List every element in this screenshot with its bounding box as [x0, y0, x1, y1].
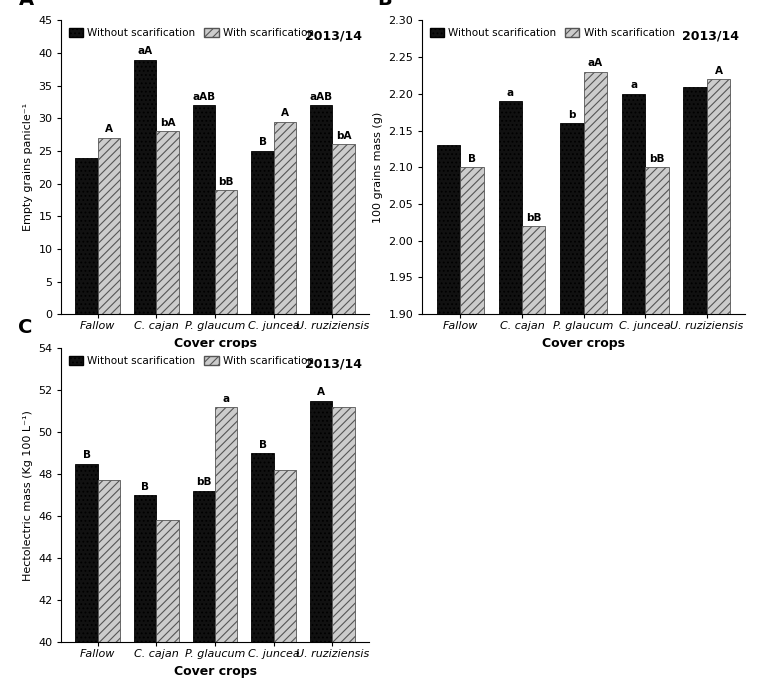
Text: B: B — [377, 0, 392, 9]
Text: A: A — [281, 108, 289, 118]
Bar — [584, 72, 607, 683]
Text: 2013/14: 2013/14 — [306, 29, 362, 42]
Bar — [333, 407, 355, 683]
Text: a: a — [223, 393, 230, 404]
Y-axis label: 100 grains mass (g): 100 grains mass (g) — [373, 112, 383, 223]
Text: bA: bA — [160, 118, 175, 128]
Bar — [522, 226, 545, 683]
Text: B: B — [259, 137, 266, 148]
Text: a: a — [507, 87, 514, 98]
Text: A: A — [714, 66, 723, 76]
Text: 2013/14: 2013/14 — [681, 29, 739, 42]
Bar — [437, 145, 461, 683]
Text: bB: bB — [649, 154, 665, 164]
Y-axis label: Empty grains panicle⁻¹: Empty grains panicle⁻¹ — [23, 103, 33, 232]
Y-axis label: Hectolectric mass (Kg 100 L⁻¹): Hectolectric mass (Kg 100 L⁻¹) — [22, 410, 32, 581]
Bar — [622, 94, 645, 683]
X-axis label: Cover crops: Cover crops — [174, 337, 257, 350]
X-axis label: Cover crops: Cover crops — [542, 337, 625, 350]
Text: bB: bB — [526, 212, 541, 223]
Text: b: b — [568, 110, 576, 120]
Bar — [273, 122, 296, 314]
Text: bA: bA — [336, 131, 351, 141]
Text: aAB: aAB — [310, 92, 333, 102]
Text: bB: bB — [218, 177, 234, 186]
Bar — [310, 401, 333, 683]
Bar — [707, 79, 730, 683]
Text: bB: bB — [196, 477, 212, 488]
Bar — [561, 123, 584, 683]
Bar — [193, 105, 215, 314]
Bar — [98, 138, 120, 314]
Text: a: a — [630, 81, 637, 90]
Text: aA: aA — [588, 58, 603, 68]
Text: B: B — [259, 440, 266, 449]
Text: aAB: aAB — [192, 92, 216, 102]
X-axis label: Cover crops: Cover crops — [174, 665, 257, 678]
Text: A: A — [317, 387, 325, 398]
Bar — [215, 407, 237, 683]
Bar — [134, 59, 157, 314]
Text: B: B — [468, 154, 476, 164]
Bar — [75, 158, 98, 314]
Text: A: A — [105, 124, 113, 135]
Legend: Without scarification, With scarification: Without scarification, With scarificatio… — [428, 26, 677, 40]
Legend: Without scarification, With scarification: Without scarification, With scarificatio… — [67, 354, 316, 368]
Text: A: A — [18, 0, 34, 9]
Bar — [645, 167, 669, 683]
Legend: Without scarification, With scarification: Without scarification, With scarificatio… — [67, 26, 316, 40]
Bar — [333, 145, 355, 314]
Bar — [461, 167, 484, 683]
Bar — [134, 495, 157, 683]
Text: B: B — [82, 450, 91, 460]
Bar — [273, 470, 296, 683]
Bar — [310, 105, 333, 314]
Bar — [157, 131, 179, 314]
Text: C: C — [18, 318, 33, 337]
Bar — [684, 87, 707, 683]
Bar — [215, 190, 237, 314]
Bar — [98, 480, 120, 683]
Bar — [193, 491, 215, 683]
Text: B: B — [141, 482, 149, 492]
Bar — [251, 454, 273, 683]
Text: aA: aA — [137, 46, 153, 56]
Bar — [157, 520, 179, 683]
Bar — [498, 101, 522, 683]
Bar — [251, 151, 273, 314]
Text: 2013/14: 2013/14 — [306, 357, 362, 370]
Bar — [75, 464, 98, 683]
